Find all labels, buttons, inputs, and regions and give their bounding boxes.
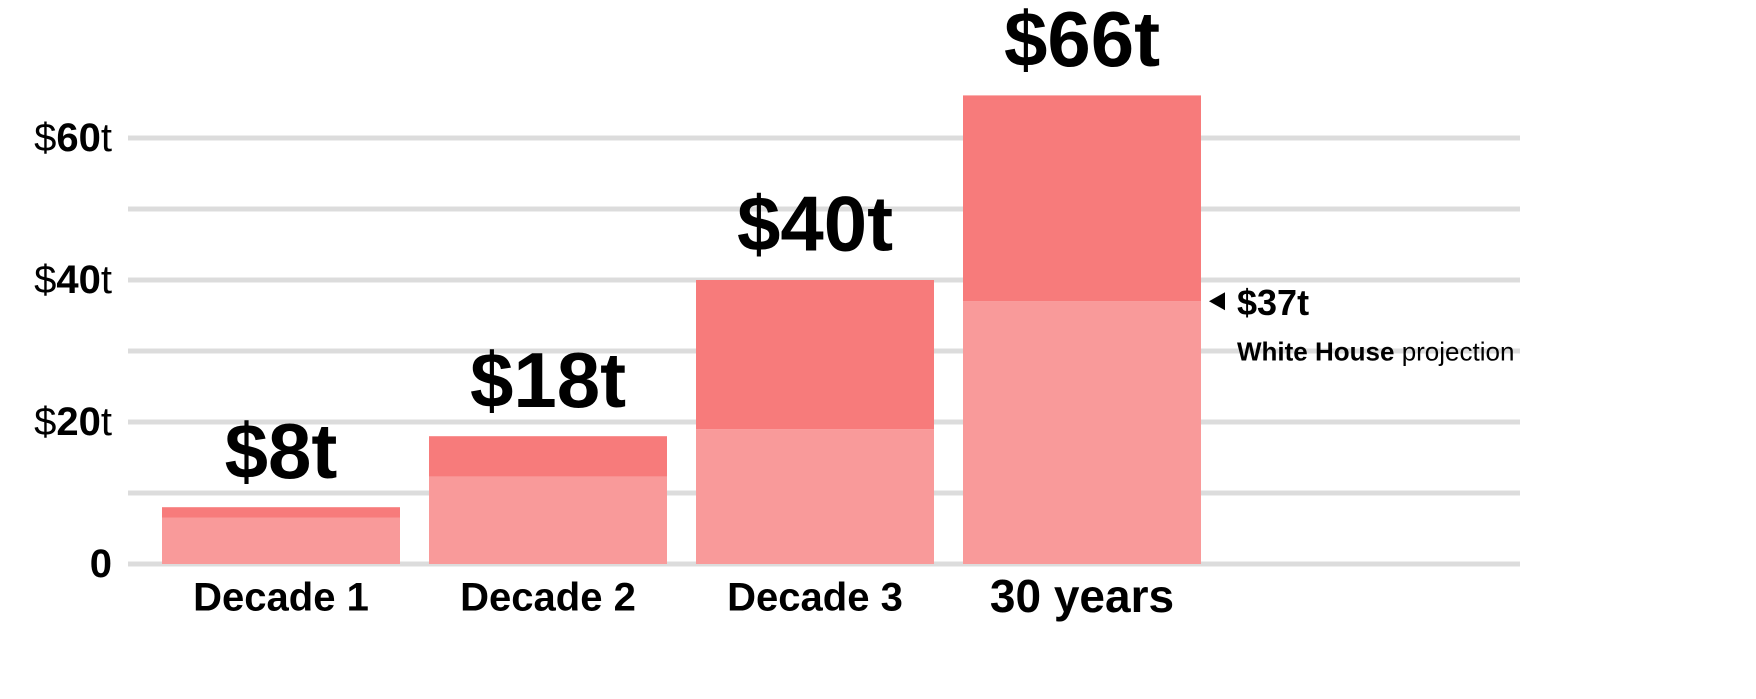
total-label: $66t xyxy=(1004,0,1160,83)
y-tick-label: $20t xyxy=(34,400,112,444)
annotation-arrow xyxy=(1209,292,1225,311)
annotation-text: White House projection xyxy=(1237,336,1514,366)
bar-segment xyxy=(162,507,400,518)
total-label: $18t xyxy=(470,336,626,424)
x-tick-label: Decade 3 xyxy=(727,576,903,620)
y-tick-label: 0 xyxy=(90,542,112,586)
bar-segment xyxy=(429,476,667,564)
annotation-rest: projection xyxy=(1402,336,1515,366)
annotation-bold: White House xyxy=(1237,336,1394,366)
bar-segment xyxy=(696,280,934,430)
y-tick-label: $60t xyxy=(34,116,112,160)
x-tick-label: 30 years xyxy=(990,570,1174,622)
bar-segment xyxy=(963,95,1201,302)
bar-segment xyxy=(429,436,667,477)
bar-segment xyxy=(162,517,400,564)
x-tick-label: Decade 1 xyxy=(193,576,369,620)
y-tick-label: $40t xyxy=(34,258,112,302)
total-label: $8t xyxy=(225,407,338,495)
bar-segment xyxy=(963,301,1201,564)
total-label: $40t xyxy=(737,180,893,268)
bar-segment xyxy=(696,429,934,564)
annotation-value: $37t xyxy=(1237,282,1309,323)
x-tick-label: Decade 2 xyxy=(460,576,636,620)
